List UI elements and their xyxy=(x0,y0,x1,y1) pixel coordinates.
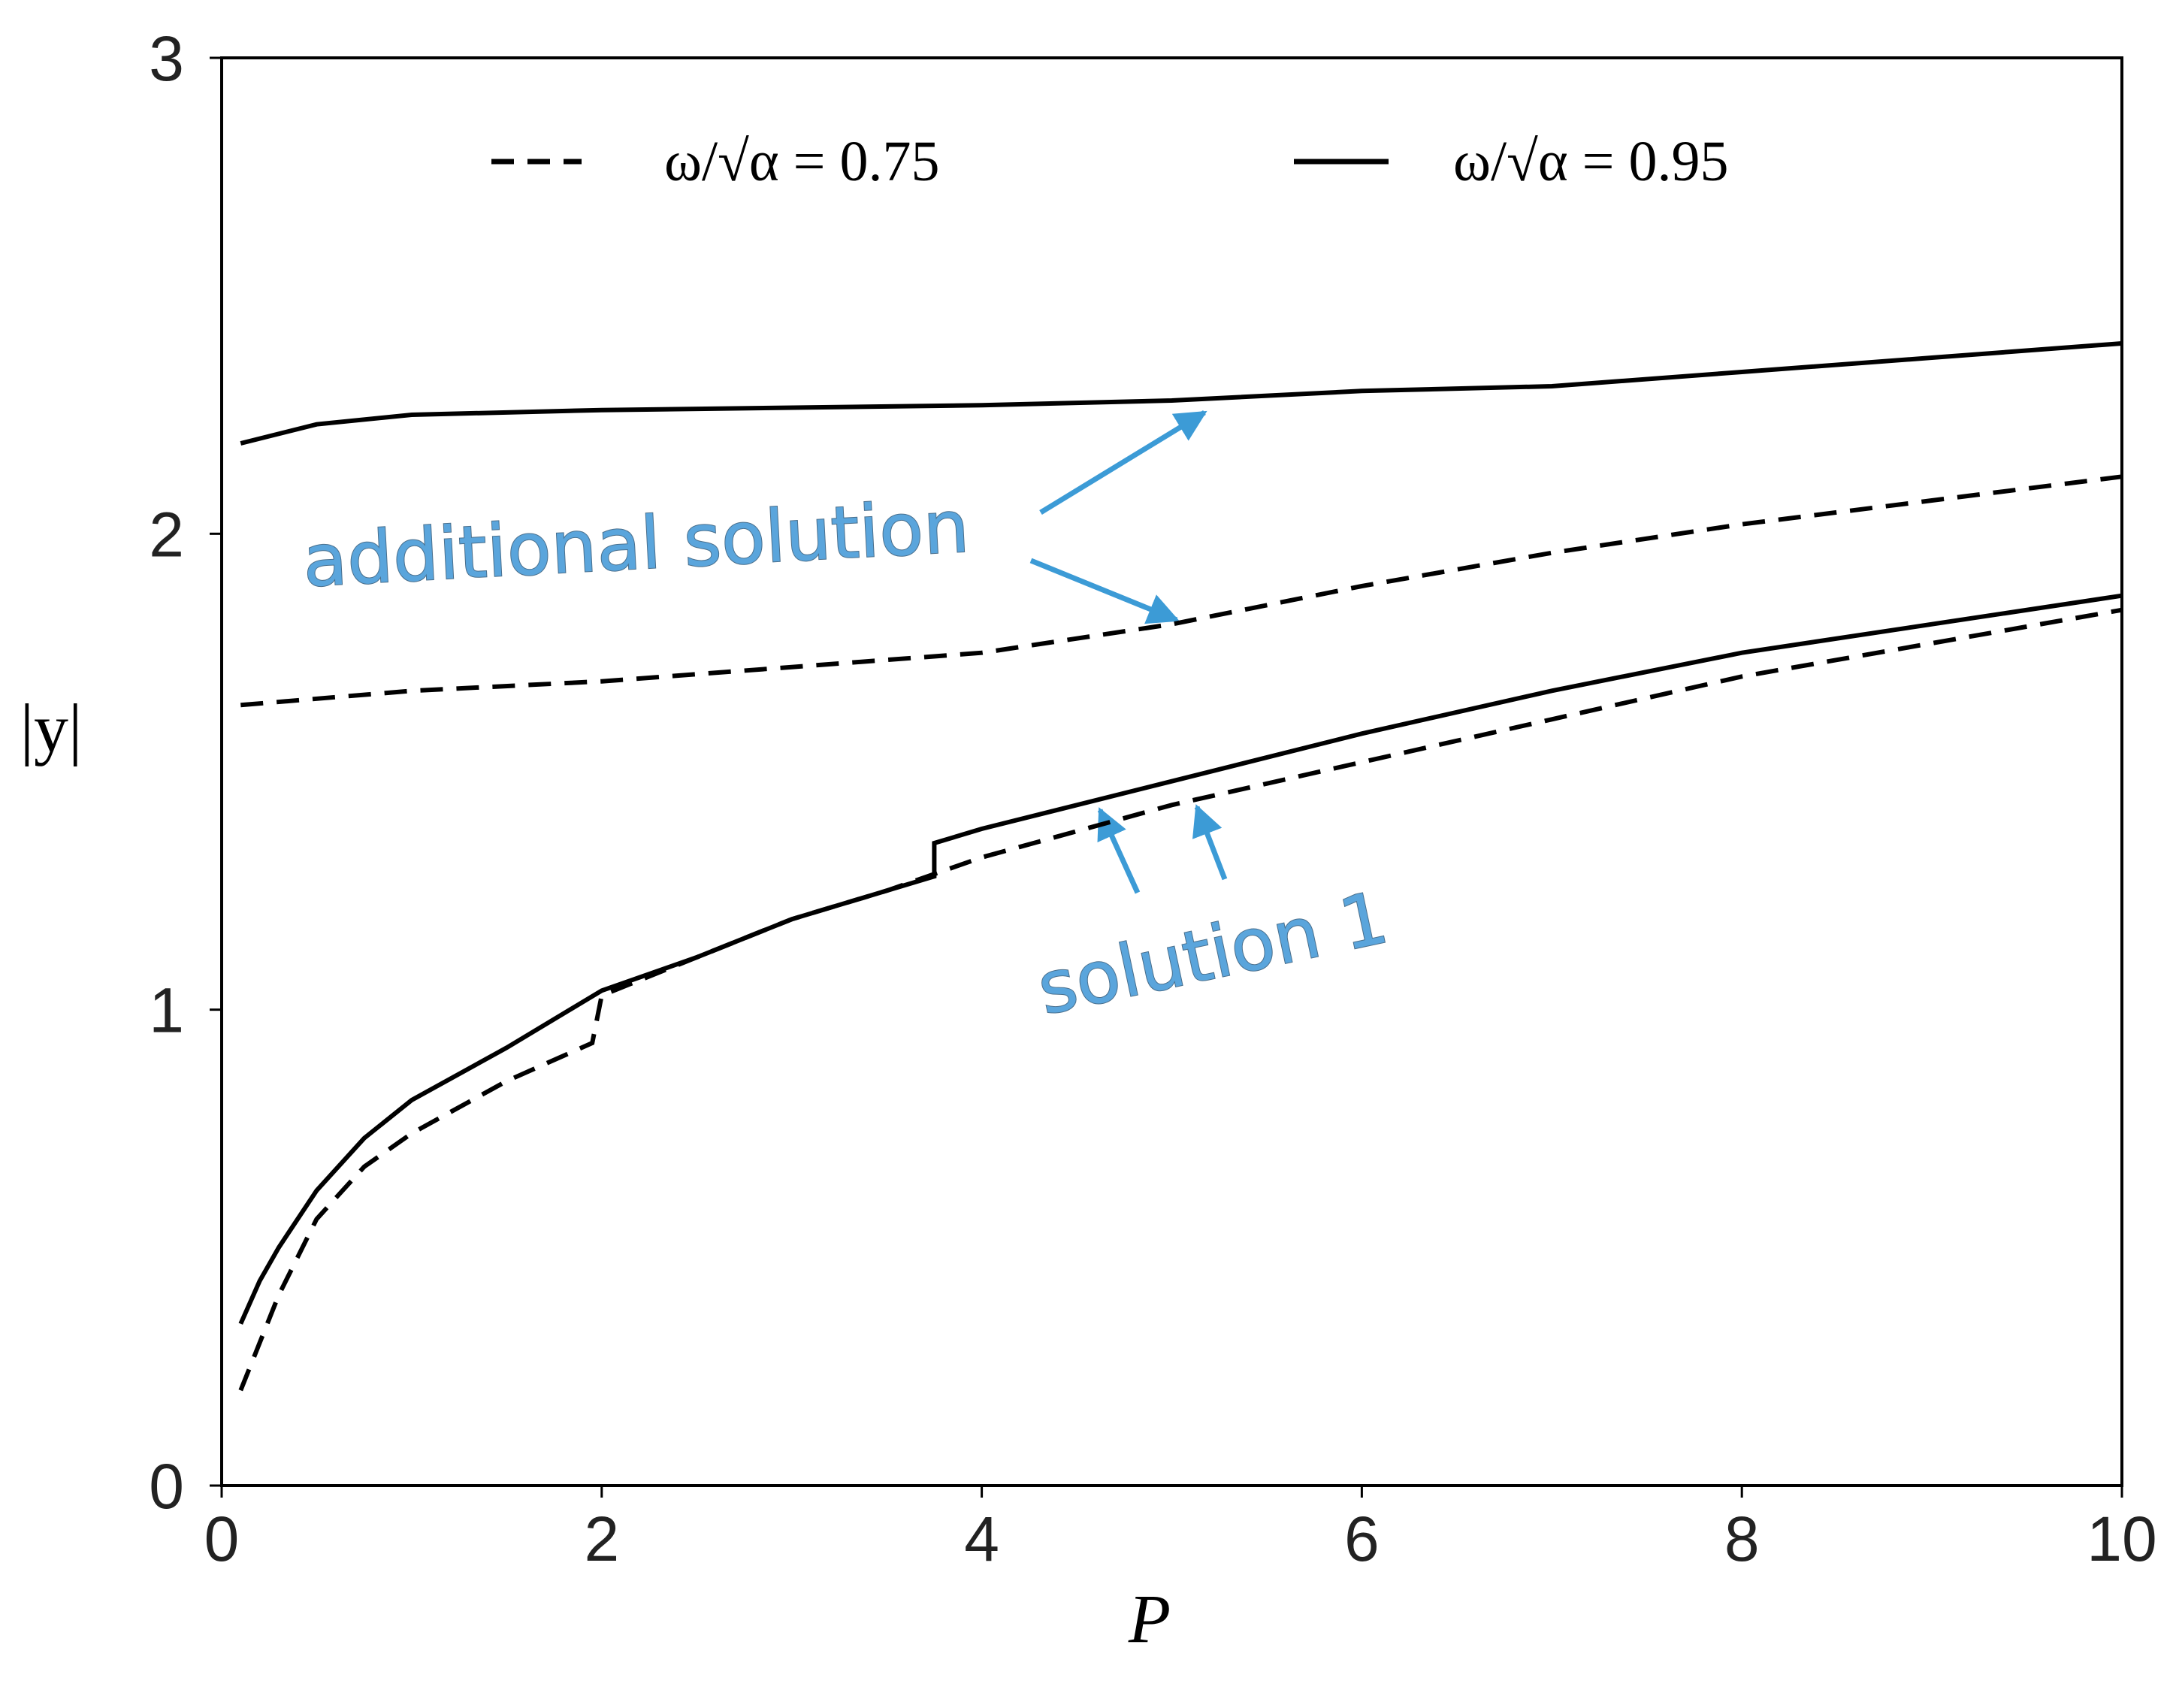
x-tick-label: 2 xyxy=(584,1504,619,1574)
x-tick-label: 10 xyxy=(2087,1504,2156,1574)
x-tick-label: 6 xyxy=(1344,1504,1380,1574)
line-series xyxy=(240,341,2123,446)
x-tick-label: 4 xyxy=(964,1504,999,1574)
legend-label: ω/√α = 0.95 xyxy=(1453,130,1729,193)
legend-label: ω/√α = 0.75 xyxy=(664,130,940,193)
y-tick-label: 0 xyxy=(149,1451,184,1522)
annotation-arrows xyxy=(1029,410,1228,894)
y-axis-label: |y| xyxy=(20,690,83,766)
arrow xyxy=(1192,804,1228,881)
y-tick-label: 3 xyxy=(149,23,184,94)
annotation: solution 1 xyxy=(1030,875,1395,1032)
arrow xyxy=(1029,558,1180,624)
annotation: additional solution xyxy=(301,485,971,603)
x-tick-label: 0 xyxy=(204,1504,240,1574)
x-axis-label: P xyxy=(1128,1580,1171,1657)
line-series xyxy=(238,593,2123,1325)
y-tick-label: 1 xyxy=(149,975,184,1046)
y-tick-label: 2 xyxy=(149,499,184,570)
x-tick-label: 8 xyxy=(1724,1504,1760,1574)
arrow xyxy=(1039,410,1207,515)
line-series xyxy=(240,474,2123,708)
plot-frame xyxy=(220,56,2123,1487)
